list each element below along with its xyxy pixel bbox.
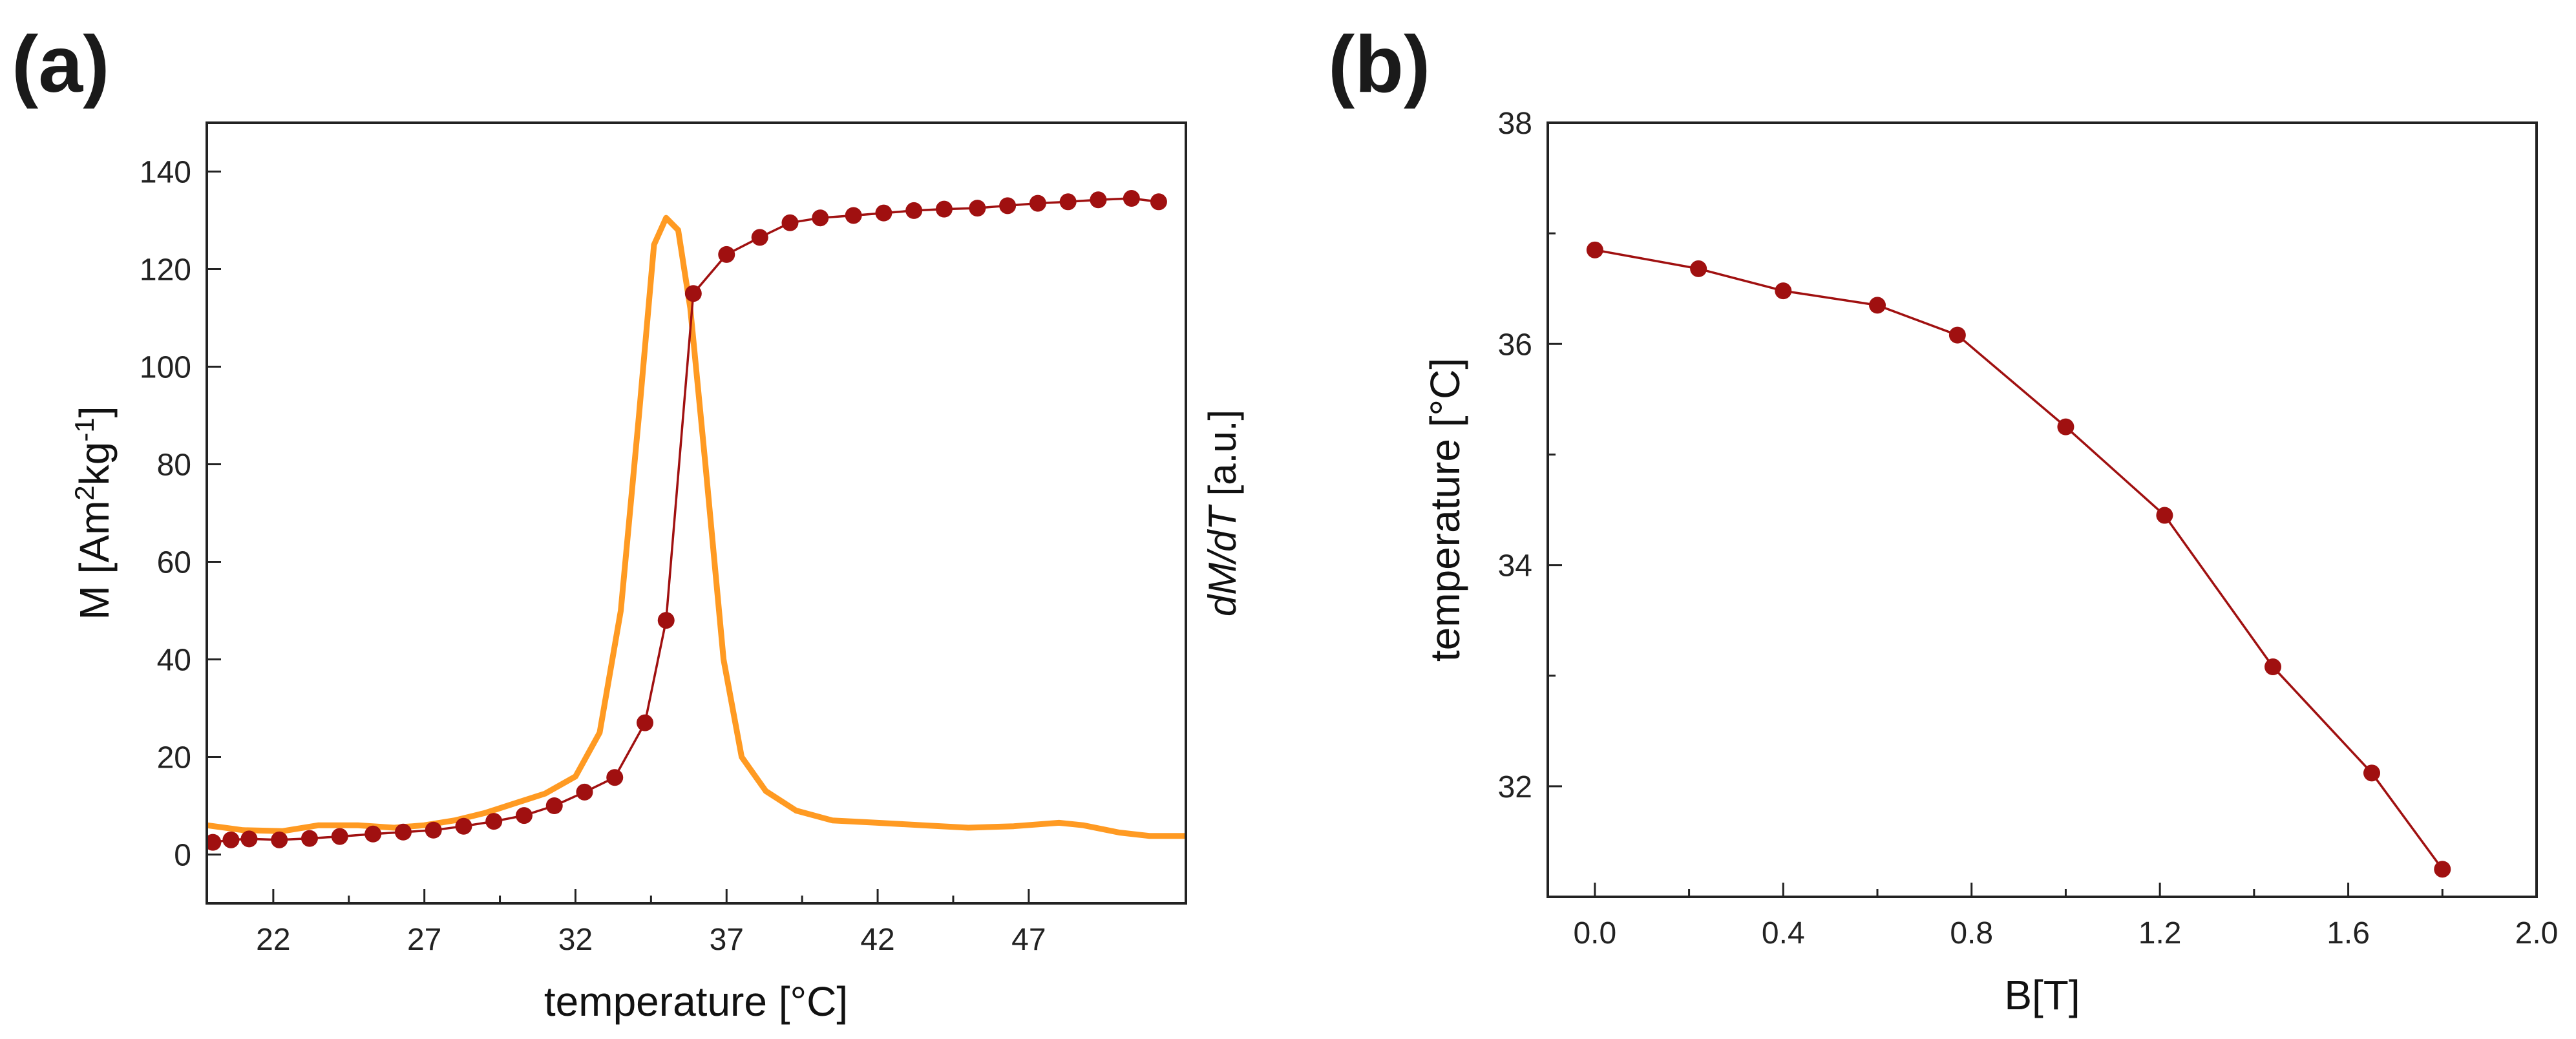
y-tick-label: 80 xyxy=(157,448,191,483)
data-point xyxy=(751,229,768,246)
data-point xyxy=(1869,297,1886,314)
data-point xyxy=(845,207,862,224)
data-point xyxy=(1948,326,1966,344)
data-point xyxy=(812,209,829,227)
data-point xyxy=(1029,194,1046,212)
x-tick-label: 1.6 xyxy=(2327,916,2370,950)
y-tick-label: 32 xyxy=(1498,770,1532,804)
data-point xyxy=(1150,193,1167,211)
data-point xyxy=(1059,193,1077,211)
panel-b-x-axis-title: B[T] xyxy=(2004,972,2080,1018)
data-point xyxy=(545,797,563,814)
series-line-temperature xyxy=(1594,249,2444,870)
y-tick-label: 100 xyxy=(140,351,191,385)
x-tick-label: 22 xyxy=(256,923,290,957)
data-point xyxy=(935,200,953,218)
panel-b-chart: 0.0 0.4 0.8 1.2 1.6 2.0 32 34 36 38 B[T] temperat… xyxy=(1422,107,2558,1018)
panel-a-tick-labels: 22 27 32 37 42 47 0 20 40 60 80 100 120 140 xyxy=(140,156,1046,958)
data-point xyxy=(606,769,624,786)
panel-label-a: (a) xyxy=(12,20,110,109)
data-point xyxy=(1775,282,1792,300)
panel-a-ticks xyxy=(207,171,1030,903)
data-point xyxy=(2265,658,2281,676)
panel-a-x-axis-title: temperature [°C] xyxy=(544,978,848,1025)
data-point xyxy=(2434,861,2451,878)
y-tick-label: 38 xyxy=(1498,107,1532,141)
y-tick-label: 36 xyxy=(1498,328,1532,362)
y-tick-label: 34 xyxy=(1498,549,1532,583)
data-point xyxy=(2156,507,2173,524)
x-tick-label: 42 xyxy=(860,923,894,957)
panel-a-y-axis-title: M [Am2kg-1] xyxy=(69,406,118,620)
x-tick-label: 27 xyxy=(407,923,441,957)
data-point xyxy=(969,200,986,217)
panel-label-b: (b) xyxy=(1328,20,1430,109)
data-point xyxy=(1090,191,1107,209)
panel-a-chart: 22 27 32 37 42 47 0 20 40 60 80 100 120 140 temperatu… xyxy=(69,121,1244,1025)
y-tick-label: 40 xyxy=(157,644,191,678)
data-point xyxy=(1123,190,1140,207)
x-tick-label: 2.0 xyxy=(2515,916,2559,950)
data-point xyxy=(781,214,799,231)
data-point xyxy=(207,834,222,851)
series-area xyxy=(1586,241,2451,878)
panel-b-plot-frame xyxy=(1547,121,2538,898)
x-tick-label: 0.8 xyxy=(1950,916,1993,950)
data-point xyxy=(425,821,442,839)
y-tick-label: 20 xyxy=(157,741,191,775)
y-tick-label: 120 xyxy=(140,253,191,288)
y-tick-label: 0 xyxy=(174,839,191,873)
data-point xyxy=(1586,241,1603,258)
data-point xyxy=(515,807,533,824)
data-point xyxy=(485,813,503,830)
y-tick-label: 60 xyxy=(157,546,191,580)
data-point xyxy=(240,830,258,848)
data-point xyxy=(364,825,382,843)
series-line-dmdt xyxy=(207,215,1186,839)
data-point xyxy=(271,831,288,848)
data-point xyxy=(684,285,702,302)
panel-b-tick-labels: 0.0 0.4 0.8 1.2 1.6 2.0 32 34 36 38 xyxy=(1498,107,2559,950)
data-point xyxy=(576,783,593,801)
panel-a-plot-frame xyxy=(206,121,1187,905)
x-tick-label: 47 xyxy=(1011,923,1046,957)
x-tick-label: 32 xyxy=(558,923,593,957)
data-point xyxy=(331,828,348,845)
data-point xyxy=(905,202,923,219)
panel-a-right-axis-title: dM/dT [a.u.] xyxy=(1201,410,1244,616)
data-point xyxy=(2057,418,2075,436)
panel-b-series xyxy=(1586,241,2451,878)
data-point xyxy=(999,197,1017,215)
x-tick-label: 1.2 xyxy=(2138,916,2182,950)
x-tick-label: 0.4 xyxy=(1762,916,1805,950)
series-area xyxy=(207,190,1186,851)
panel-b-ticks xyxy=(1548,121,2538,897)
data-point xyxy=(657,612,675,629)
data-point xyxy=(455,817,472,835)
panel-b-y-axis-title: temperature [°C] xyxy=(1422,358,1468,662)
data-point xyxy=(875,204,892,222)
x-tick-label: 0.0 xyxy=(1573,916,1616,950)
data-point xyxy=(1690,260,1707,277)
data-point xyxy=(718,246,735,263)
data-point xyxy=(222,831,240,848)
data-point xyxy=(637,714,654,731)
y-tick-label: 140 xyxy=(140,156,191,190)
data-point xyxy=(2363,764,2380,782)
data-point xyxy=(394,823,412,841)
data-point xyxy=(301,830,318,847)
panel-a-series xyxy=(207,190,1186,851)
x-tick-label: 37 xyxy=(710,923,744,957)
